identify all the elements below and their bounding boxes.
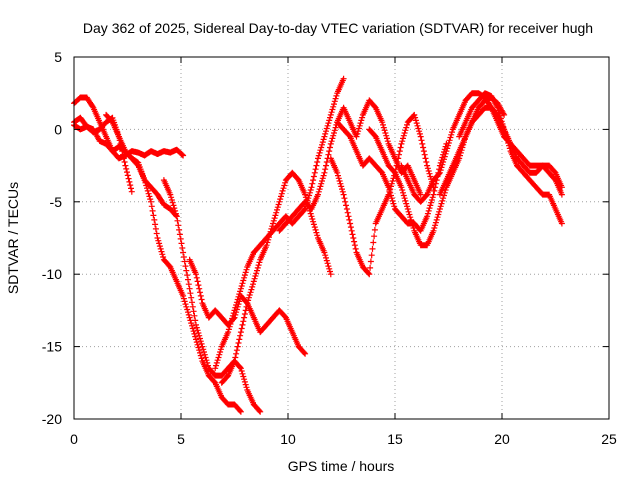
plus-markers <box>327 111 437 278</box>
plus-markers <box>186 256 309 357</box>
plus-markers <box>218 169 334 386</box>
x-tick-label: 20 <box>494 431 510 447</box>
y-tick-label: 5 <box>54 49 62 65</box>
plot-frame <box>73 56 610 420</box>
data-series <box>218 169 334 386</box>
plus-markers <box>103 111 244 415</box>
y-tick-labels: 5 0 -5 -10 -15 -20 <box>42 49 62 427</box>
chart-title: Day 362 of 2025, Sidereal Day-to-day VTE… <box>83 20 593 36</box>
data-series <box>327 111 437 278</box>
data-series <box>103 111 244 415</box>
data-series <box>276 97 424 234</box>
x-axis-title: GPS time / hours <box>288 458 395 474</box>
plus-markers <box>334 119 450 234</box>
data-series <box>456 90 565 227</box>
y-tick-label: -15 <box>42 339 62 355</box>
x-tick-labels: 0 5 10 15 20 25 <box>70 431 617 447</box>
y-axis-title: SDTVAR / TECUs <box>5 182 21 294</box>
data-series <box>186 256 309 357</box>
data-series <box>160 177 264 415</box>
x-tick-label: 0 <box>70 431 78 447</box>
data-layer <box>71 75 565 415</box>
y-tick-label: -5 <box>50 194 63 210</box>
data-series <box>334 119 450 234</box>
plus-markers <box>436 104 565 198</box>
ticks <box>73 56 610 420</box>
x-tick-label: 25 <box>601 431 617 447</box>
y-tick-label: -20 <box>42 411 62 427</box>
plus-markers <box>276 97 424 234</box>
plus-markers <box>160 177 264 415</box>
y-tick-label: 0 <box>54 121 62 137</box>
y-tick-label: -10 <box>42 266 62 282</box>
plus-markers <box>456 90 565 227</box>
x-tick-label: 5 <box>177 431 185 447</box>
x-tick-label: 15 <box>387 431 403 447</box>
x-tick-label: 10 <box>280 431 296 447</box>
data-series <box>436 104 565 198</box>
